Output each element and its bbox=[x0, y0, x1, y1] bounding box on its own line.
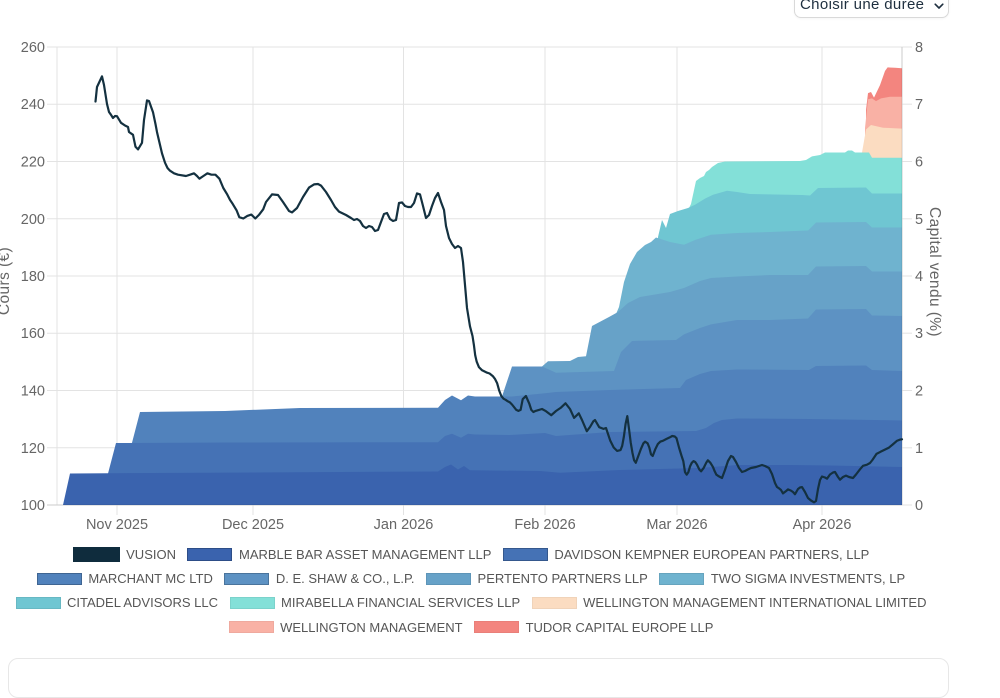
svg-text:Nov 2025: Nov 2025 bbox=[86, 517, 148, 533]
svg-text:100: 100 bbox=[21, 498, 45, 514]
svg-text:1: 1 bbox=[915, 441, 923, 457]
svg-text:120: 120 bbox=[21, 441, 45, 457]
svg-text:8: 8 bbox=[915, 40, 923, 56]
svg-text:7: 7 bbox=[915, 97, 923, 113]
svg-text:Cours (€): Cours (€) bbox=[0, 247, 13, 315]
svg-text:Capital vendu (%): Capital vendu (%) bbox=[926, 207, 943, 337]
svg-text:240: 240 bbox=[21, 97, 45, 113]
svg-text:260: 260 bbox=[21, 40, 45, 56]
svg-text:Mar 2026: Mar 2026 bbox=[646, 517, 707, 533]
svg-text:Jan 2026: Jan 2026 bbox=[374, 517, 434, 533]
svg-text:180: 180 bbox=[21, 269, 45, 285]
svg-text:4: 4 bbox=[915, 269, 923, 285]
svg-text:Apr 2026: Apr 2026 bbox=[793, 517, 852, 533]
svg-text:0: 0 bbox=[915, 498, 923, 514]
svg-text:200: 200 bbox=[21, 212, 45, 228]
svg-text:3: 3 bbox=[915, 326, 923, 342]
svg-text:140: 140 bbox=[21, 384, 45, 400]
svg-text:Feb 2026: Feb 2026 bbox=[514, 517, 575, 533]
svg-text:Dec 2025: Dec 2025 bbox=[222, 517, 284, 533]
svg-text:220: 220 bbox=[21, 155, 45, 171]
svg-text:2: 2 bbox=[915, 384, 923, 400]
svg-text:6: 6 bbox=[915, 155, 923, 171]
svg-text:5: 5 bbox=[915, 212, 923, 228]
svg-text:160: 160 bbox=[21, 326, 45, 342]
